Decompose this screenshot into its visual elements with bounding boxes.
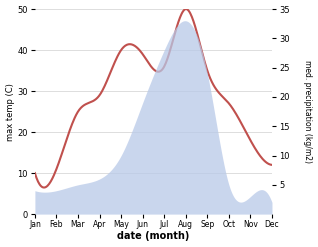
X-axis label: date (month): date (month) bbox=[117, 231, 190, 242]
Y-axis label: max temp (C): max temp (C) bbox=[5, 83, 15, 141]
Y-axis label: med. precipitation (kg/m2): med. precipitation (kg/m2) bbox=[303, 60, 313, 163]
